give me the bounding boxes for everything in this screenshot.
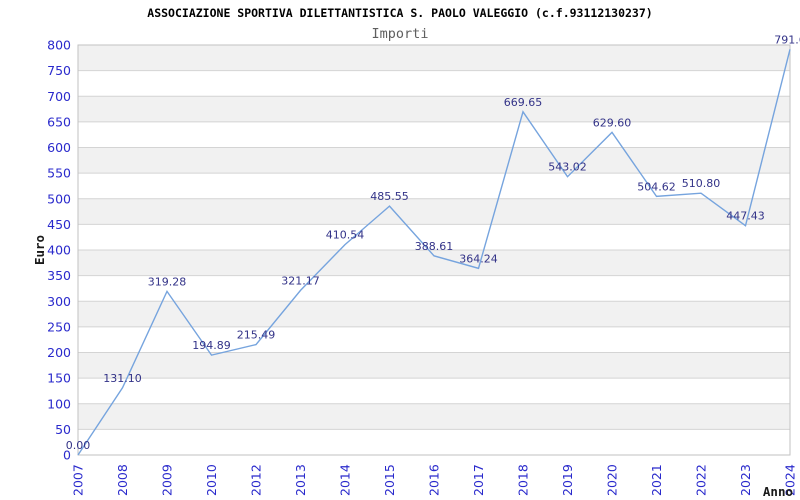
value-label: 364.24 [459, 252, 498, 265]
y-tick-label: 350 [47, 268, 71, 283]
x-tick-label: 2023 [738, 464, 753, 496]
x-tick-label: 2024 [783, 464, 798, 496]
y-tick-label: 650 [47, 114, 71, 129]
plot-band [78, 173, 790, 199]
x-tick-label: 2008 [115, 464, 130, 496]
x-tick-label: 2009 [160, 464, 175, 496]
x-tick-label: 2014 [338, 464, 353, 496]
y-tick-label: 150 [47, 371, 71, 386]
x-tick-label: 2013 [293, 464, 308, 496]
value-label: 194.89 [192, 339, 231, 352]
value-label: 543.02 [548, 161, 587, 174]
x-tick-label: 2020 [605, 464, 620, 496]
x-tick-label: 2015 [382, 464, 397, 496]
plot-band [78, 250, 790, 276]
plot-band [78, 224, 790, 250]
y-tick-label: 200 [47, 345, 71, 360]
chart-title: ASSOCIAZIONE SPORTIVA DILETTANTISTICA S.… [147, 6, 653, 20]
x-tick-label: 2016 [427, 464, 442, 496]
x-tick-label: 2019 [560, 464, 575, 496]
plot-band [78, 403, 790, 430]
plot-band [78, 121, 790, 148]
plot-band [78, 275, 790, 302]
value-label: 629.60 [593, 116, 632, 129]
chart-subtitle: Importi [371, 26, 429, 42]
value-label: 485.55 [370, 190, 409, 203]
value-label: 0.00 [66, 439, 91, 452]
value-label: 791.6 [774, 33, 800, 46]
y-tick-label: 100 [47, 396, 71, 411]
x-tick-label: 2017 [471, 464, 486, 496]
x-tick-label: 2021 [649, 464, 664, 496]
plot-band [78, 147, 790, 174]
plot-band [78, 96, 790, 122]
y-tick-label: 700 [47, 89, 71, 104]
y-axis-title: Euro [32, 235, 47, 265]
series-line [77, 49, 791, 456]
value-label: 410.54 [326, 229, 365, 242]
x-tick-label: 2012 [249, 464, 264, 496]
y-tick-label: 300 [47, 294, 71, 309]
y-tick-label: 50 [55, 422, 71, 437]
x-tick-label: 2010 [204, 464, 219, 496]
plot-band [78, 326, 790, 353]
value-label: 388.61 [415, 240, 454, 253]
y-tick-label: 400 [47, 243, 71, 258]
plot-band [78, 45, 790, 71]
plot-band [78, 378, 790, 404]
value-label: 447.43 [726, 210, 765, 223]
value-label: 669.65 [504, 96, 543, 109]
y-tick-label: 500 [47, 191, 71, 206]
value-label: 319.28 [148, 275, 187, 288]
value-label: 321.17 [281, 274, 320, 287]
value-label: 215.49 [237, 329, 276, 342]
value-label: 504.62 [637, 180, 676, 193]
x-tick-label: 2018 [516, 464, 531, 496]
y-tick-label: 450 [47, 217, 71, 232]
x-axis-title: Anno [763, 484, 793, 499]
plot-band [78, 198, 790, 225]
y-tick-label: 600 [47, 140, 71, 155]
y-tick-label: 250 [47, 319, 71, 334]
x-tick-label: 2007 [71, 464, 86, 496]
y-tick-label: 750 [47, 63, 71, 78]
value-label: 131.10 [103, 372, 142, 385]
plot-band [78, 429, 790, 455]
y-tick-label: 0 [63, 448, 71, 463]
plot-border [77, 44, 791, 456]
plot-band [78, 70, 790, 97]
plot-band [78, 352, 790, 379]
y-tick-label: 550 [47, 166, 71, 181]
x-tick-label: 2022 [694, 464, 709, 496]
value-label: 510.80 [682, 177, 721, 190]
y-tick-label: 800 [47, 38, 71, 53]
plot-band [78, 301, 790, 327]
